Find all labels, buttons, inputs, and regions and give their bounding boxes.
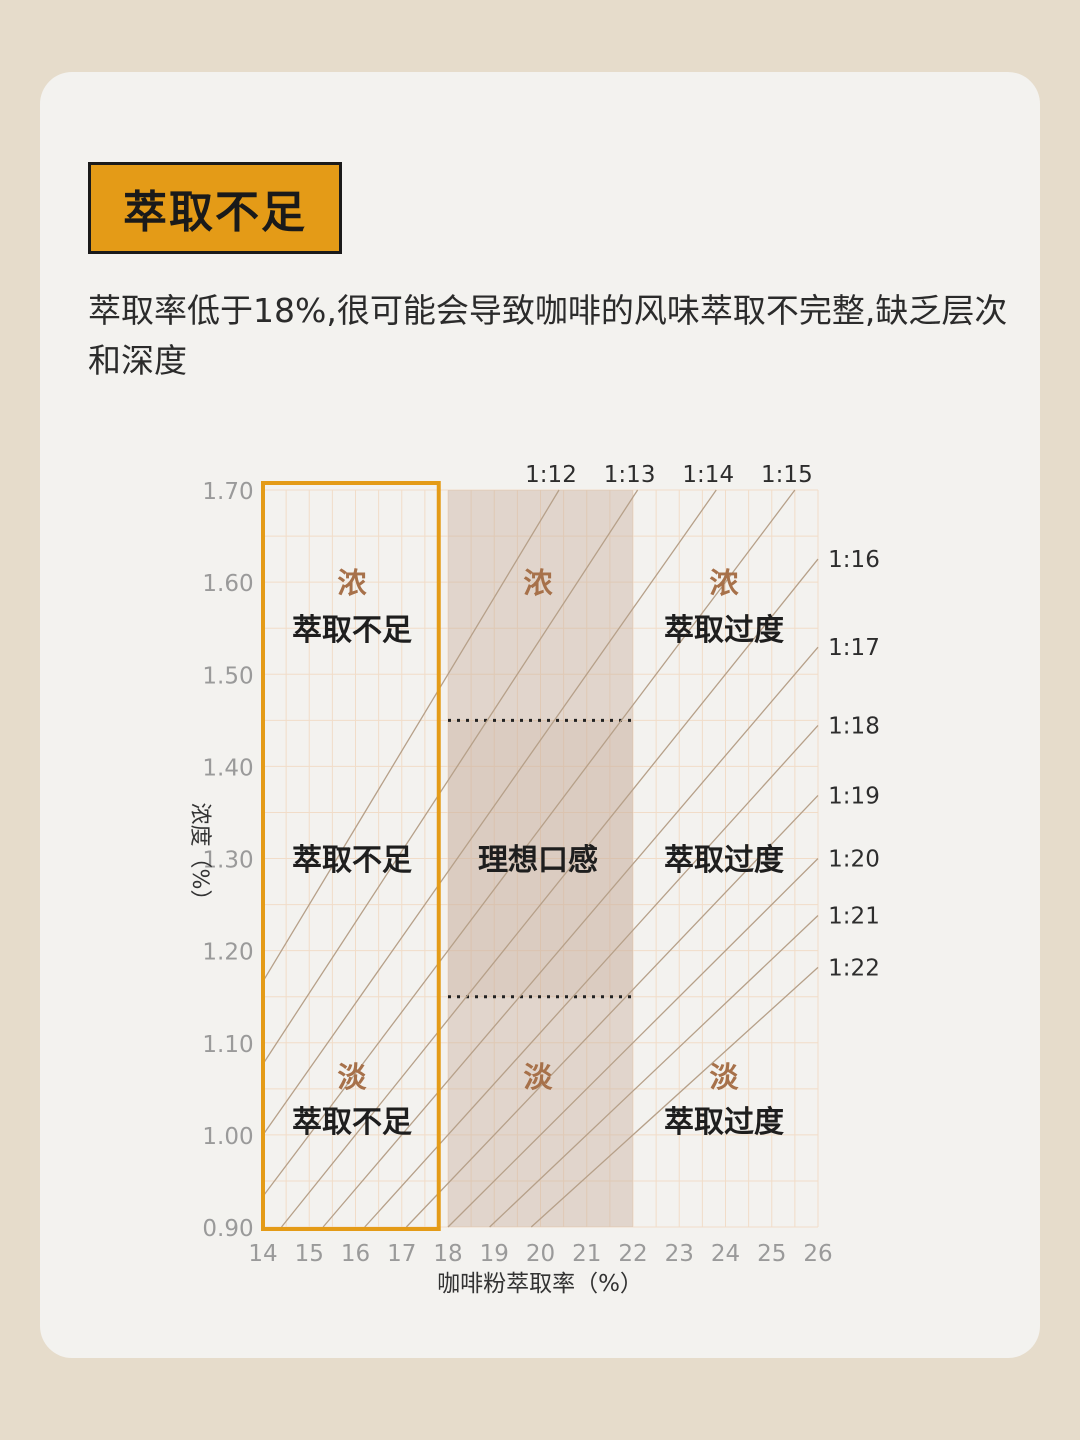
ratio-line-1-20: [447, 858, 819, 1228]
ratio-label: 1:15: [761, 462, 813, 488]
x-tick-label: 25: [757, 1241, 786, 1267]
zone-strength-label: 浓: [709, 566, 739, 600]
ratio-label: 1:17: [828, 635, 880, 661]
zone-name-label: 萃取过度: [664, 843, 784, 878]
y-tick-label: 1.30: [202, 848, 253, 874]
zone-strength-label: 淡: [337, 1060, 367, 1094]
x-tick-label: 24: [711, 1241, 740, 1267]
y-axis-title: 浓度（%）: [187, 803, 212, 912]
ratio-label: 1:18: [828, 713, 880, 739]
ratio-line-1-22: [530, 966, 819, 1228]
x-tick-label: 18: [433, 1241, 462, 1267]
ratio-line-1-15: [262, 489, 796, 1197]
x-tick-label: 14: [248, 1241, 277, 1267]
zone-strength-label: 淡: [709, 1060, 739, 1094]
zone-strength-label: 淡: [523, 1060, 553, 1094]
ratio-label: 1:20: [828, 847, 880, 873]
ratio-label: 1:12: [525, 462, 577, 488]
zone-name-label: 萃取不足: [292, 843, 412, 878]
y-tick-label: 1.10: [202, 1032, 253, 1058]
ratio-line-1-17: [322, 646, 819, 1228]
x-tick-label: 20: [526, 1241, 555, 1267]
ratio-line-1-14: [262, 489, 717, 1136]
x-tick-label: 17: [387, 1241, 416, 1267]
y-tick-label: 1.50: [202, 663, 253, 689]
x-tick-label: 26: [803, 1241, 832, 1267]
ratio-label: 1:22: [828, 955, 880, 981]
ratio-line-1-12: [262, 489, 560, 982]
y-tick-label: 0.90: [202, 1216, 253, 1242]
ratio-line-1-13: [262, 489, 639, 1065]
zone-strength-label: 浓: [523, 566, 553, 600]
ratio-line-1-19: [405, 795, 819, 1228]
zone-name-label: 萃取过度: [664, 613, 784, 648]
x-tick-label: 16: [341, 1241, 370, 1267]
y-tick-label: 1.40: [202, 755, 253, 781]
ratio-label: 1:21: [828, 904, 880, 930]
ratio-label: 1:19: [828, 783, 880, 809]
y-tick-label: 1.00: [202, 1124, 253, 1150]
ratio-label: 1:16: [828, 547, 880, 573]
ideal-strength-band: [448, 720, 633, 997]
zone-name-label: 萃取过度: [664, 1105, 784, 1140]
y-tick-label: 1.60: [202, 571, 253, 597]
zone-name-label: 理想口感: [478, 843, 598, 878]
zone-name-label: 萃取不足: [292, 613, 412, 648]
y-tick-label: 1.20: [202, 940, 253, 966]
zone-name-label: 萃取不足: [292, 1105, 412, 1140]
x-tick-label: 21: [572, 1241, 601, 1267]
x-tick-label: 22: [618, 1241, 647, 1267]
x-axis-title: 咖啡粉萃取率（%）: [437, 1271, 643, 1297]
ratio-line-1-21: [489, 915, 819, 1228]
x-tick-label: 19: [480, 1241, 509, 1267]
description-text: 萃取率低于18%,很可能会导致咖啡的风味萃取不完整,缺乏层次和深度: [88, 291, 1008, 380]
y-tick-label: 1.70: [202, 479, 253, 505]
under-extraction-highlight: [261, 481, 441, 1231]
x-tick-label: 15: [295, 1241, 324, 1267]
ratio-label: 1:13: [604, 462, 656, 488]
x-tick-label: 23: [665, 1241, 694, 1267]
ideal-extraction-zone: [448, 490, 633, 1227]
title-badge: 萃取不足: [88, 162, 342, 254]
ratio-label: 1:14: [682, 462, 734, 488]
zone-strength-label: 浓: [337, 566, 367, 600]
ratio-line-1-16: [280, 558, 819, 1228]
